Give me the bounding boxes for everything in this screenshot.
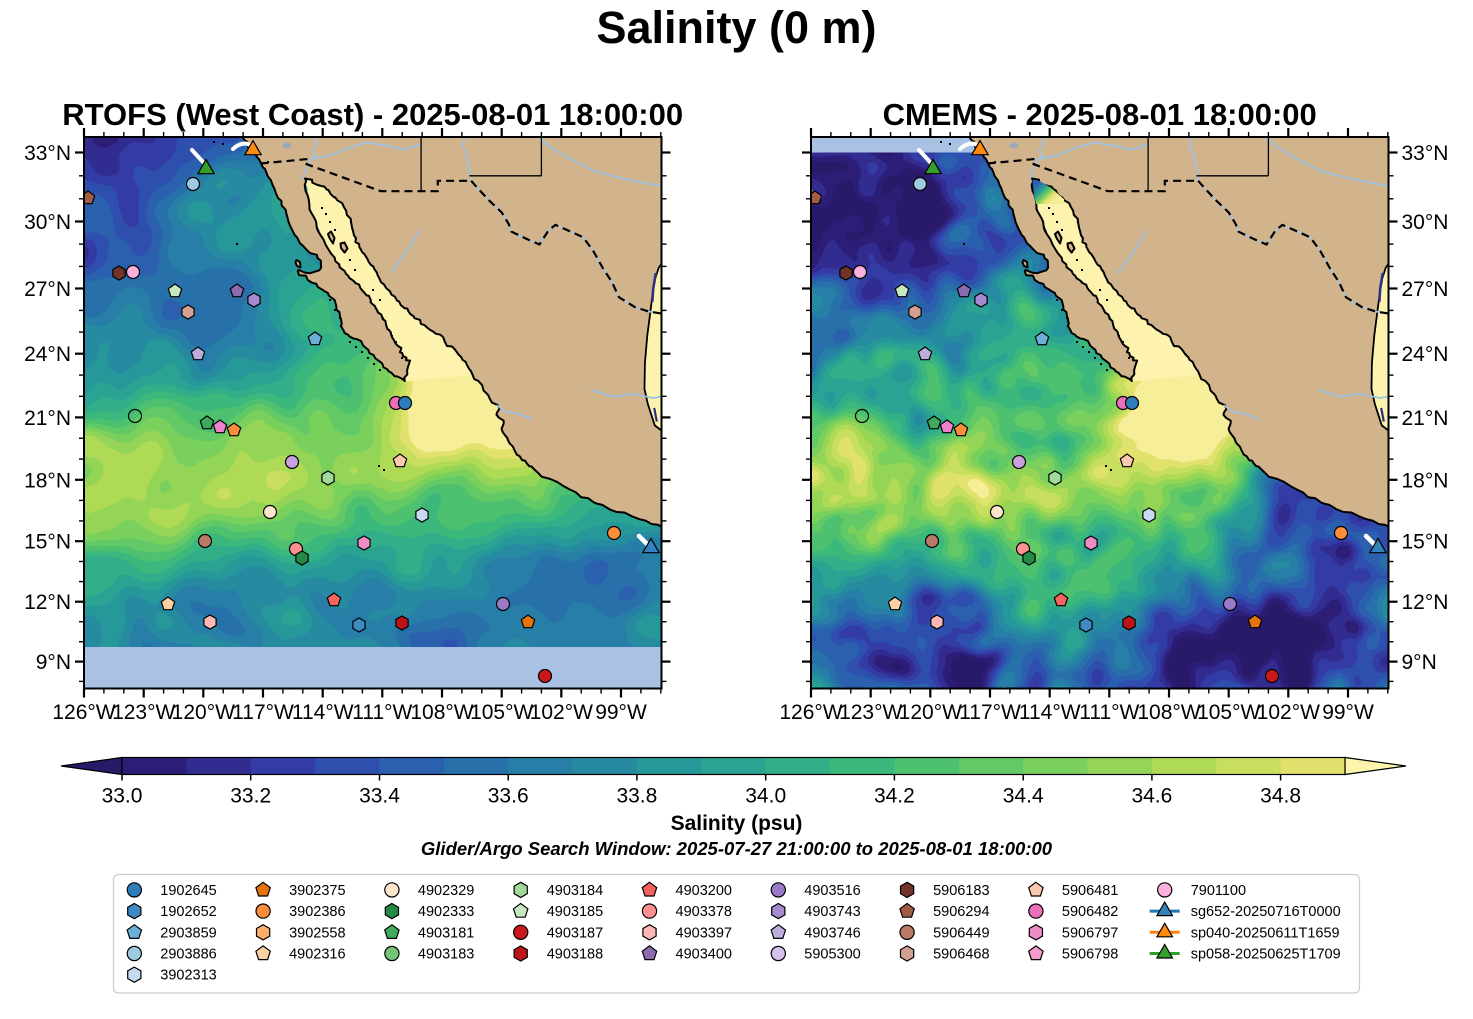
svg-text:3902558: 3902558 [289,925,345,941]
svg-text:108°W: 108°W [410,701,473,724]
svg-text:Glider/Argo Search Window: 202: Glider/Argo Search Window: 2025-07-27 21… [421,838,1053,859]
svg-text:4903184: 4903184 [547,883,603,899]
svg-text:CMEMS - 2025-08-01 18:00:00: CMEMS - 2025-08-01 18:00:00 [883,97,1317,132]
svg-text:114°W: 114°W [292,701,354,724]
svg-text:33°N: 33°N [24,142,71,165]
svg-text:34.2: 34.2 [874,785,915,808]
svg-text:105°W: 105°W [470,701,533,724]
svg-text:117°W: 117°W [959,701,1021,724]
svg-text:5906798: 5906798 [1062,947,1118,963]
svg-text:30°N: 30°N [24,211,71,234]
svg-text:7901100: 7901100 [1191,883,1246,899]
svg-text:Salinity (0 m): Salinity (0 m) [596,2,876,53]
svg-text:21°N: 21°N [24,407,71,430]
svg-text:34.0: 34.0 [745,785,786,808]
svg-text:4903183: 4903183 [418,947,474,963]
svg-text:114°W: 114°W [1019,701,1081,724]
svg-text:4903185: 4903185 [547,904,603,920]
svg-text:108°W: 108°W [1137,701,1200,724]
svg-text:4903200: 4903200 [676,883,732,899]
svg-text:5906797: 5906797 [1062,925,1118,941]
svg-text:126°W: 126°W [52,701,115,724]
svg-text:4903397: 4903397 [676,925,732,941]
svg-text:30°N: 30°N [1402,211,1449,234]
svg-text:18°N: 18°N [24,469,71,492]
svg-text:105°W: 105°W [1197,701,1260,724]
svg-text:4903188: 4903188 [547,947,603,963]
svg-text:12°N: 12°N [1402,591,1449,614]
svg-text:4902333: 4902333 [418,904,474,920]
svg-text:99°W: 99°W [595,701,647,724]
svg-text:123°W: 123°W [112,701,175,724]
svg-text:2903886: 2903886 [160,947,216,963]
svg-text:sp040-20250611T1659: sp040-20250611T1659 [1191,925,1340,941]
svg-text:4902329: 4902329 [418,883,474,899]
svg-text:sp058-20250625T1709: sp058-20250625T1709 [1191,947,1341,963]
svg-text:5906183: 5906183 [933,883,989,899]
svg-text:4903400: 4903400 [676,947,732,963]
svg-text:5906449: 5906449 [933,925,989,941]
svg-text:120°W: 120°W [172,701,235,724]
svg-text:111°W: 111°W [352,701,412,724]
svg-text:99°W: 99°W [1322,701,1374,724]
svg-text:12°N: 12°N [24,591,71,614]
svg-text:4903743: 4903743 [804,904,860,920]
svg-text:117°W: 117°W [232,701,294,724]
svg-text:15°N: 15°N [24,531,71,554]
svg-text:102°W: 102°W [1257,701,1320,724]
svg-text:102°W: 102°W [530,701,593,724]
svg-text:2903859: 2903859 [160,925,216,941]
svg-text:5906468: 5906468 [933,947,989,963]
svg-text:4902316: 4902316 [289,947,345,963]
svg-text:4903187: 4903187 [547,925,603,941]
svg-text:9°N: 9°N [36,651,71,674]
svg-text:21°N: 21°N [1402,407,1449,430]
svg-text:3902313: 3902313 [160,968,216,984]
svg-text:5906294: 5906294 [933,904,989,920]
svg-text:33.4: 33.4 [359,785,400,808]
svg-text:5906482: 5906482 [1062,904,1118,920]
svg-text:33.0: 33.0 [102,785,143,808]
svg-text:5906481: 5906481 [1062,883,1118,899]
svg-text:4903746: 4903746 [804,925,860,941]
svg-text:34.6: 34.6 [1131,785,1172,808]
svg-text:33°N: 33°N [1402,142,1449,165]
svg-text:Salinity (psu): Salinity (psu) [671,812,803,835]
svg-text:27°N: 27°N [1402,278,1449,301]
svg-text:4903378: 4903378 [676,904,732,920]
svg-text:33.6: 33.6 [488,785,529,808]
svg-text:4903516: 4903516 [804,883,860,899]
svg-text:24°N: 24°N [24,343,71,366]
svg-text:1902645: 1902645 [160,883,216,899]
svg-text:18°N: 18°N [1402,469,1449,492]
svg-text:34.8: 34.8 [1260,785,1301,808]
svg-text:RTOFS (West Coast) - 2025-08-0: RTOFS (West Coast) - 2025-08-01 18:00:00 [62,97,683,132]
svg-text:120°W: 120°W [899,701,962,724]
svg-text:9°N: 9°N [1402,651,1437,674]
svg-text:27°N: 27°N [24,278,71,301]
svg-text:sg652-20250716T0000: sg652-20250716T0000 [1191,904,1341,920]
svg-text:111°W: 111°W [1079,701,1139,724]
svg-text:5905300: 5905300 [804,947,860,963]
svg-text:33.2: 33.2 [230,785,271,808]
svg-text:34.4: 34.4 [1003,785,1044,808]
svg-text:24°N: 24°N [1402,343,1449,366]
svg-text:126°W: 126°W [779,701,842,724]
svg-text:3902386: 3902386 [289,904,345,920]
svg-text:15°N: 15°N [1402,531,1449,554]
svg-text:3902375: 3902375 [289,883,345,899]
svg-text:1902652: 1902652 [160,904,216,920]
svg-text:123°W: 123°W [839,701,902,724]
svg-text:4903181: 4903181 [418,925,474,941]
svg-text:33.8: 33.8 [616,785,657,808]
